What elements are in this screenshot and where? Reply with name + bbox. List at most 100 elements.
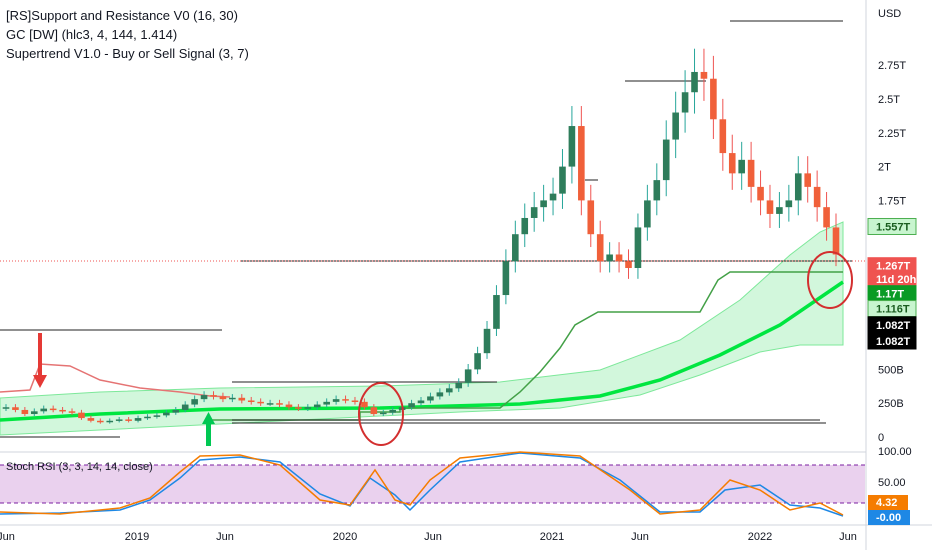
candle-body[interactable] — [559, 166, 566, 194]
candle-body[interactable] — [40, 408, 48, 412]
candle-body[interactable] — [229, 397, 236, 400]
price-tag-label: 1.116T — [876, 304, 910, 316]
candle-body[interactable] — [49, 408, 57, 411]
candle-body[interactable] — [87, 418, 95, 421]
candle-body[interactable] — [776, 207, 783, 214]
candle-body[interactable] — [172, 409, 180, 413]
candle-body[interactable] — [332, 399, 340, 402]
stoch-d-line — [0, 452, 844, 517]
candle-body[interactable] — [615, 254, 623, 262]
candle-body[interactable] — [766, 200, 774, 214]
candle-body[interactable] — [512, 234, 519, 262]
candle-body[interactable] — [59, 409, 66, 412]
candle-body[interactable] — [502, 261, 510, 296]
price-tag-label: 1.267T — [876, 261, 911, 273]
candle-body[interactable] — [304, 407, 312, 409]
candle-body[interactable] — [644, 200, 651, 228]
candle-body[interactable] — [427, 396, 434, 401]
candle-body[interactable] — [634, 227, 642, 268]
candle-body[interactable] — [785, 200, 793, 208]
candle-body[interactable] — [738, 159, 745, 174]
candle-body[interactable] — [247, 400, 255, 402]
candle-body[interactable] — [68, 411, 76, 413]
legend-rs[interactable]: [RS]Support and Resistance V0 (16, 30) — [6, 8, 238, 23]
candle-body[interactable] — [700, 71, 708, 79]
candle-body[interactable] — [540, 200, 547, 208]
legend-gc[interactable]: GC [DW] (hlc3, 4, 144, 1.414) — [6, 27, 178, 42]
candle-body[interactable] — [832, 227, 840, 255]
candle-body[interactable] — [342, 399, 349, 401]
candle-body[interactable] — [181, 404, 189, 410]
candle-body[interactable] — [361, 401, 368, 408]
candle-body[interactable] — [455, 382, 463, 389]
candle-body[interactable] — [30, 411, 38, 415]
candle-body[interactable] — [813, 186, 821, 208]
candle-body[interactable] — [464, 369, 472, 383]
candle-body[interactable] — [445, 388, 453, 393]
candle-body[interactable] — [728, 153, 736, 174]
candle-body[interactable] — [794, 173, 802, 201]
candle-body[interactable] — [191, 399, 198, 405]
candle-body[interactable] — [719, 119, 727, 154]
candle-body[interactable] — [436, 392, 444, 397]
candle-body[interactable] — [125, 419, 132, 421]
candle-body[interactable] — [219, 396, 227, 400]
candle-body[interactable] — [474, 353, 481, 370]
candle-body[interactable] — [568, 126, 576, 167]
candle-body[interactable] — [710, 78, 717, 120]
candle-body[interactable] — [549, 193, 557, 201]
indicator-legend: [RS]Support and Resistance V0 (16, 30) G… — [6, 6, 249, 63]
candle-body[interactable] — [78, 412, 85, 419]
candle-body[interactable] — [804, 173, 812, 187]
candle-body[interactable] — [823, 207, 830, 228]
candle-body[interactable] — [238, 397, 246, 401]
candle-body[interactable] — [200, 395, 208, 400]
candle-body[interactable] — [587, 200, 595, 235]
candle-body[interactable] — [662, 139, 670, 181]
candle-body[interactable] — [681, 92, 689, 113]
candle-body[interactable] — [417, 400, 425, 404]
candle-body[interactable] — [115, 419, 123, 421]
gc-center-line — [0, 280, 844, 422]
candle-body[interactable] — [313, 404, 321, 408]
candle-body[interactable] — [625, 261, 632, 268]
candle-body[interactable] — [21, 409, 29, 415]
candle-body[interactable] — [153, 415, 161, 417]
candle-body[interactable] — [97, 420, 104, 423]
candle-body[interactable] — [144, 416, 151, 419]
candle-body[interactable] — [2, 407, 10, 409]
candle-body[interactable] — [757, 186, 764, 201]
candle-body[interactable] — [351, 400, 359, 402]
candle-body[interactable] — [106, 420, 114, 423]
candle-body[interactable] — [370, 407, 378, 415]
candle-body[interactable] — [483, 328, 491, 354]
candle-body[interactable] — [578, 126, 585, 201]
candle-body[interactable] — [596, 234, 604, 262]
x-tick-label: 2021 — [540, 531, 564, 543]
candle-body[interactable] — [493, 295, 500, 329]
candle-body[interactable] — [163, 412, 170, 416]
candle-body[interactable] — [323, 401, 330, 405]
candle-body[interactable] — [266, 403, 274, 405]
candle-body[interactable] — [257, 401, 264, 404]
candle-body[interactable] — [295, 407, 302, 409]
x-tick-label: 2020 — [333, 531, 357, 543]
candle-body[interactable] — [672, 112, 679, 140]
candle-body[interactable] — [606, 254, 613, 262]
candle-body[interactable] — [691, 71, 698, 93]
candle-body[interactable] — [285, 404, 293, 408]
candle-body[interactable] — [408, 403, 415, 408]
candle-body[interactable] — [134, 418, 142, 421]
candle-body[interactable] — [747, 159, 755, 187]
candle-body[interactable] — [210, 395, 217, 397]
legend-supertrend[interactable]: Supertrend V1.0 - Buy or Sell Signal (3,… — [6, 46, 249, 61]
candle-body[interactable] — [12, 407, 19, 410]
candle-body[interactable] — [389, 409, 397, 413]
candle-body[interactable] — [276, 403, 283, 405]
candle-body[interactable] — [653, 180, 661, 201]
candle-body[interactable] — [521, 217, 529, 235]
candle-body[interactable] — [530, 207, 538, 218]
candle-body[interactable] — [379, 412, 387, 415]
